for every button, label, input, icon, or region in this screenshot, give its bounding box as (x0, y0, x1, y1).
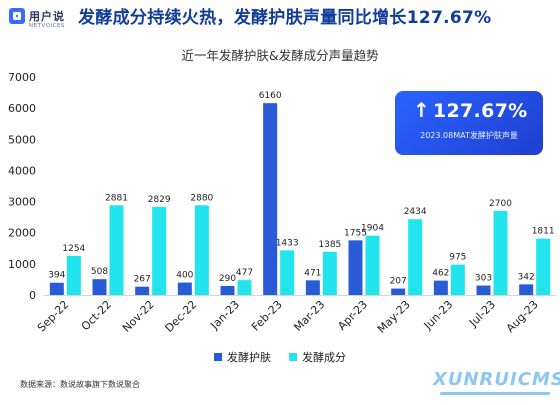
bar-skin (220, 285, 235, 295)
bar-skin (348, 240, 363, 295)
legend-label-skin: 发酵护肤 (227, 351, 271, 364)
data-label: 400 (176, 271, 193, 281)
bar-skin (305, 280, 320, 295)
bar-skin (135, 286, 150, 295)
bar-ingredient (194, 205, 209, 295)
data-label: 508 (91, 267, 108, 277)
data-label: 207 (390, 277, 407, 287)
bar-ingredient (152, 206, 167, 295)
brand-logo: 用户说 NETVOICES (8, 5, 70, 33)
bar-ingredient (450, 264, 465, 295)
up-arrow-icon: ↑ (413, 98, 430, 122)
data-label: 471 (304, 268, 321, 278)
data-label: 975 (449, 253, 466, 263)
logo-text: 用户说 (29, 10, 65, 23)
data-label: 1385 (318, 240, 341, 250)
bar-ingredient (493, 210, 508, 295)
x-tick-label: Sep-22 (35, 298, 72, 335)
bar-ingredient (237, 280, 252, 295)
data-label: 303 (475, 274, 492, 284)
legend-item-skin: 发酵护肤 (214, 349, 271, 365)
data-label: 477 (236, 268, 253, 278)
data-label: 2829 (148, 195, 171, 205)
bar-ingredient (536, 238, 551, 295)
x-tick-label: Oct-22 (79, 298, 114, 333)
legend-item-ingredient: 发酵成分 (289, 349, 346, 365)
y-tick-label: 3000 (8, 196, 36, 209)
growth-callout: ↑ 127.67% 2023.08MAT发酵护肤声量 (395, 91, 543, 155)
x-tick-label: Jan-23 (208, 298, 243, 333)
data-label: 1904 (361, 224, 384, 234)
logo-mark-icon (9, 8, 25, 24)
bar-ingredient (408, 219, 423, 295)
data-label: 342 (518, 272, 535, 282)
data-label: 6160 (259, 91, 282, 101)
watermark-logo: XUNRUICMS (433, 369, 560, 390)
x-tick-label: Jul-23 (466, 298, 498, 330)
bar-ingredient (109, 205, 124, 295)
bar-ingredient (280, 250, 295, 295)
data-label: 267 (134, 275, 151, 285)
y-tick-label: 1000 (8, 258, 36, 271)
legend-swatch-skin (214, 353, 222, 361)
x-tick-label: Feb-23 (249, 298, 285, 334)
bar-skin (92, 279, 107, 295)
data-label: 1811 (532, 227, 555, 237)
x-tick-label: Nov-22 (120, 298, 157, 335)
data-label: 462 (432, 269, 449, 279)
y-tick-label: 4000 (8, 164, 36, 177)
data-label: 394 (48, 271, 65, 281)
bar-ingredient (322, 251, 337, 295)
growth-value: 127.67% (433, 100, 528, 122)
y-tick-label: 7000 (8, 71, 36, 84)
x-tick-label: Mar-23 (291, 298, 327, 334)
watermark-underline (440, 392, 550, 395)
data-label: 2880 (190, 193, 213, 203)
bar-skin (263, 103, 278, 295)
bar-skin (519, 284, 534, 295)
page-headline: 发酵成分持续火热，发酵护肤声量同比增长127.67% (78, 8, 492, 28)
bar-skin (177, 282, 192, 295)
data-source-note: 数据来源：数说故事旗下数说聚合 (20, 380, 140, 389)
legend-swatch-ingredient (289, 353, 297, 361)
bar-skin (49, 282, 64, 295)
data-label: 2881 (105, 193, 128, 203)
y-tick-label: 6000 (8, 102, 36, 115)
x-tick-label: May-23 (375, 298, 413, 336)
x-tick-label: Aug-23 (504, 298, 541, 335)
bar-ingredient (66, 255, 81, 295)
data-label: 2700 (489, 199, 512, 209)
growth-subtitle: 2023.08MAT发酵护肤声量 (420, 131, 518, 140)
data-label: 1755 (344, 228, 367, 238)
x-tick-label: Apr-23 (335, 298, 370, 333)
x-tick-label: Jun-23 (421, 298, 456, 333)
chart-legend: 发酵护肤 发酵成分 (0, 349, 560, 365)
data-label: 1433 (276, 238, 299, 248)
y-tick-label: 5000 (8, 133, 36, 146)
data-label: 1254 (62, 244, 85, 254)
chart-title: 近一年发酵护肤&发酵成分声量趋势 (181, 48, 379, 63)
bar-skin (391, 288, 406, 295)
x-tick-label: Dec-22 (162, 298, 199, 335)
logo-subtext: NETVOICES (29, 23, 65, 29)
data-label: 290 (219, 274, 236, 284)
bar-skin (433, 280, 448, 295)
legend-label-ingredient: 发酵成分 (302, 351, 346, 364)
bar-skin (476, 285, 491, 295)
data-label: 2434 (404, 207, 427, 217)
y-tick-label: 2000 (8, 227, 36, 240)
y-tick-label: 0 (29, 289, 36, 302)
bar-ingredient (365, 235, 380, 295)
